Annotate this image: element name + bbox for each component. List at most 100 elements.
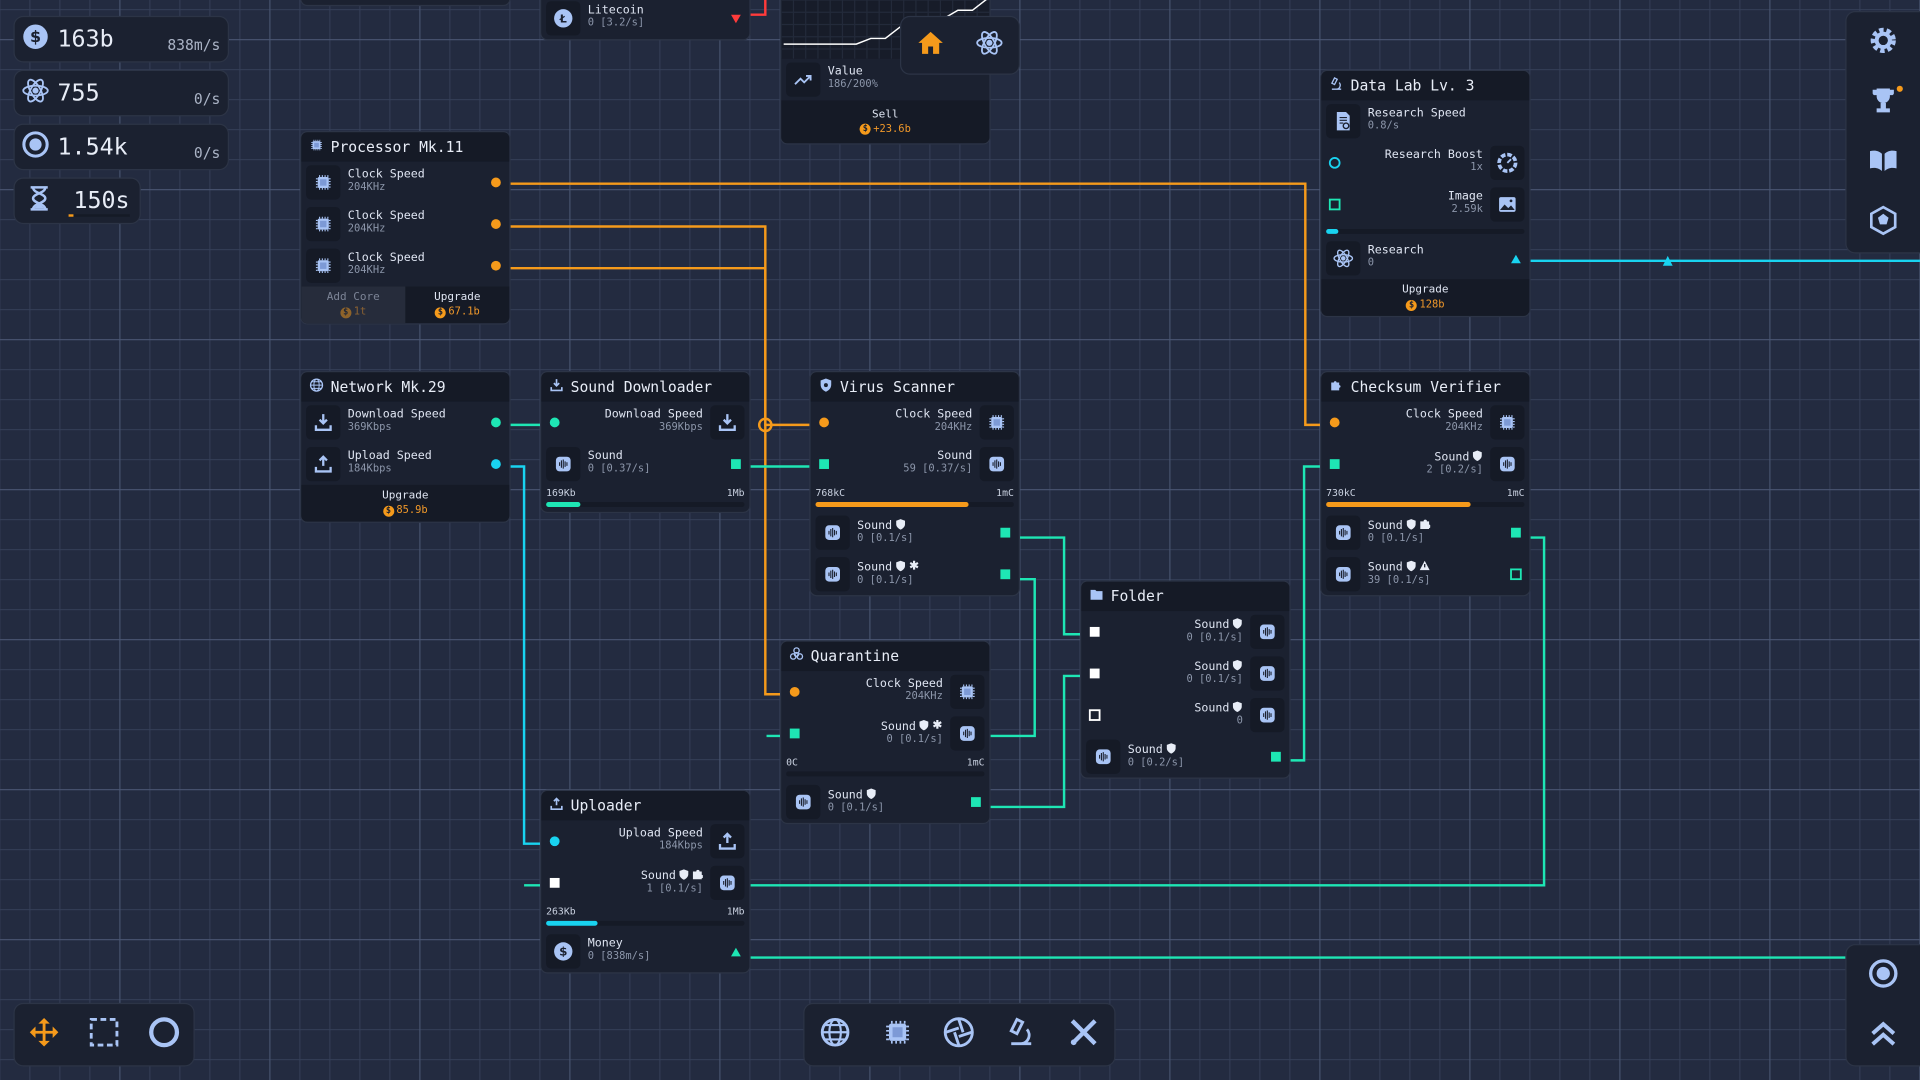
output-port[interactable] bbox=[490, 260, 502, 272]
input-port[interactable] bbox=[818, 458, 830, 470]
input-port[interactable] bbox=[789, 727, 801, 739]
hexagon-button[interactable] bbox=[1861, 200, 1905, 244]
money-rate: 838m/s bbox=[167, 36, 221, 54]
data-lab-node[interactable]: Data Lab Lv. 3 Research Speed 0.8/s Researc… bbox=[1321, 71, 1530, 316]
tools-button[interactable] bbox=[1061, 1013, 1105, 1057]
input-port[interactable] bbox=[1089, 626, 1101, 638]
node-header[interactable]: Quarantine bbox=[781, 641, 990, 672]
row-value: 204KHz bbox=[347, 264, 386, 277]
input-port[interactable] bbox=[1329, 458, 1341, 470]
move-button[interactable] bbox=[22, 1013, 66, 1057]
node-header[interactable]: Processor Mk.11 bbox=[301, 132, 510, 162]
node-header[interactable]: Checksum Verifier bbox=[1321, 372, 1530, 402]
chip-button[interactable] bbox=[875, 1013, 919, 1057]
input-port[interactable] bbox=[1329, 416, 1341, 428]
gear-button[interactable] bbox=[1861, 20, 1905, 64]
quarantine-node[interactable]: Quarantine Clock Speed 204KHz Sound 0 [0.1/s… bbox=[781, 641, 990, 823]
output-port[interactable] bbox=[970, 796, 982, 808]
output-port[interactable] bbox=[490, 176, 502, 188]
input-port[interactable] bbox=[549, 416, 561, 428]
research-view-button[interactable] bbox=[967, 23, 1011, 67]
coin-icon: $ bbox=[434, 306, 446, 318]
folder-node[interactable]: Folder Sound 0 [0.1/s] Sound 0 [0.1/s] Sound 0… bbox=[1081, 581, 1290, 778]
sound-row: Sound 2 [0.2/s] bbox=[1321, 443, 1529, 485]
input-port[interactable] bbox=[789, 686, 801, 698]
output-port[interactable] bbox=[999, 527, 1011, 539]
target-button[interactable] bbox=[1861, 953, 1905, 997]
sound-row: Sound 0 [0.2/s] bbox=[1081, 736, 1289, 778]
sound-row: Sound 1 [0.1/s] bbox=[541, 862, 749, 904]
progress-track bbox=[786, 771, 985, 777]
microscope-button[interactable] bbox=[999, 1013, 1043, 1057]
button-cost: 85.9b bbox=[396, 504, 428, 517]
row-value: 0 bbox=[1367, 257, 1375, 270]
upload-speed-row: Upload Speed 184Kbps bbox=[541, 820, 749, 862]
output-port[interactable] bbox=[1510, 252, 1522, 264]
sound-row: Sound 39 [0.1/s] bbox=[1321, 553, 1529, 595]
input-port[interactable] bbox=[549, 835, 561, 847]
money-counter: $ 163b 838m/s bbox=[14, 17, 228, 62]
input-port[interactable] bbox=[1088, 709, 1101, 721]
add-core-button[interactable]: Add Core $1t bbox=[301, 286, 406, 324]
double-chevron-up-button[interactable] bbox=[1861, 1013, 1905, 1057]
uploader-node[interactable]: Uploader Upload Speed 184Kbps Sound 1 [0.1/s… bbox=[541, 791, 750, 973]
node-header[interactable]: Network Mk.29 bbox=[301, 372, 510, 402]
output-port[interactable] bbox=[1270, 751, 1282, 763]
upgrade-button[interactable]: Upgrade $85.9b bbox=[301, 485, 509, 522]
checksum-verifier-node[interactable]: Checksum Verifier Clock Speed 204KHz Sound 2… bbox=[1321, 372, 1530, 596]
circle-button[interactable] bbox=[142, 1013, 186, 1057]
sell-button[interactable]: Sell $ +23.6b bbox=[781, 100, 989, 143]
node-header[interactable]: Data Lab Lv. 3 bbox=[1321, 71, 1530, 101]
litecoin-node[interactable]: Ł Litecoin 0 [3.2/s] bbox=[541, 0, 750, 40]
output-port[interactable] bbox=[490, 218, 502, 230]
node-title: Data Lab Lv. 3 bbox=[1350, 77, 1475, 95]
row-label: Clock Speed bbox=[865, 677, 943, 691]
upgrade-button[interactable]: Upgrade $128b bbox=[1321, 279, 1529, 316]
home-button[interactable] bbox=[909, 23, 953, 67]
progress-fill bbox=[546, 502, 580, 507]
wire-upload bbox=[497, 465, 553, 845]
wire-quarantine-folder bbox=[977, 674, 1093, 809]
input-port[interactable] bbox=[549, 877, 561, 889]
partial-node[interactable] bbox=[301, 0, 510, 5]
row-value: 0 [0.1/s] bbox=[827, 802, 885, 815]
value-label: Value bbox=[827, 64, 863, 79]
input-port[interactable] bbox=[1089, 667, 1101, 679]
dollar-icon: $ bbox=[21, 22, 50, 56]
input-port[interactable] bbox=[1328, 157, 1341, 169]
output-port[interactable] bbox=[730, 12, 742, 24]
node-header[interactable]: Uploader bbox=[541, 791, 750, 821]
virus-scanner-node[interactable]: Virus Scanner Clock Speed 204KHz Sound 59 [0… bbox=[810, 372, 1019, 596]
globe-button[interactable] bbox=[813, 1013, 857, 1057]
output-port[interactable] bbox=[1510, 527, 1522, 539]
network-node[interactable]: Network Mk.29 Download Speed 369Kbps Upload… bbox=[301, 372, 510, 522]
sound-downloader-node[interactable]: Sound Downloader Download Speed 369Kbps Sou… bbox=[541, 372, 750, 512]
processor-node[interactable]: Processor Mk.11 Clock Speed 204KHz Clock Sp… bbox=[301, 132, 510, 324]
timer: 150s bbox=[14, 178, 140, 223]
output-port[interactable] bbox=[730, 458, 742, 470]
select-box-button[interactable] bbox=[82, 1013, 126, 1057]
node-header[interactable]: Folder bbox=[1081, 581, 1290, 612]
trend-icon bbox=[786, 62, 821, 97]
output-port[interactable] bbox=[490, 458, 502, 470]
input-port[interactable] bbox=[1328, 198, 1341, 211]
book-button[interactable] bbox=[1861, 140, 1905, 184]
output-port[interactable] bbox=[1510, 568, 1522, 581]
litecoin-icon: Ł bbox=[546, 1, 581, 36]
node-header[interactable]: Sound Downloader bbox=[541, 372, 750, 402]
output-port[interactable] bbox=[490, 416, 502, 428]
gauge-icon bbox=[1490, 145, 1525, 181]
row-label: Clock Speed bbox=[347, 167, 425, 182]
trophy-button[interactable] bbox=[1861, 80, 1905, 124]
output-port[interactable] bbox=[730, 945, 742, 957]
upgrade-button[interactable]: Upgrade $67.1b bbox=[405, 287, 509, 324]
node-footer: Upgrade $85.9b bbox=[301, 484, 510, 522]
output-port[interactable] bbox=[999, 568, 1011, 580]
aperture-button[interactable] bbox=[937, 1013, 981, 1057]
coin-icon: $ bbox=[382, 505, 394, 517]
progress-fill bbox=[1326, 502, 1471, 507]
input-port[interactable] bbox=[818, 416, 830, 428]
node-header[interactable]: Virus Scanner bbox=[810, 372, 1019, 402]
chip-icon bbox=[950, 674, 985, 709]
